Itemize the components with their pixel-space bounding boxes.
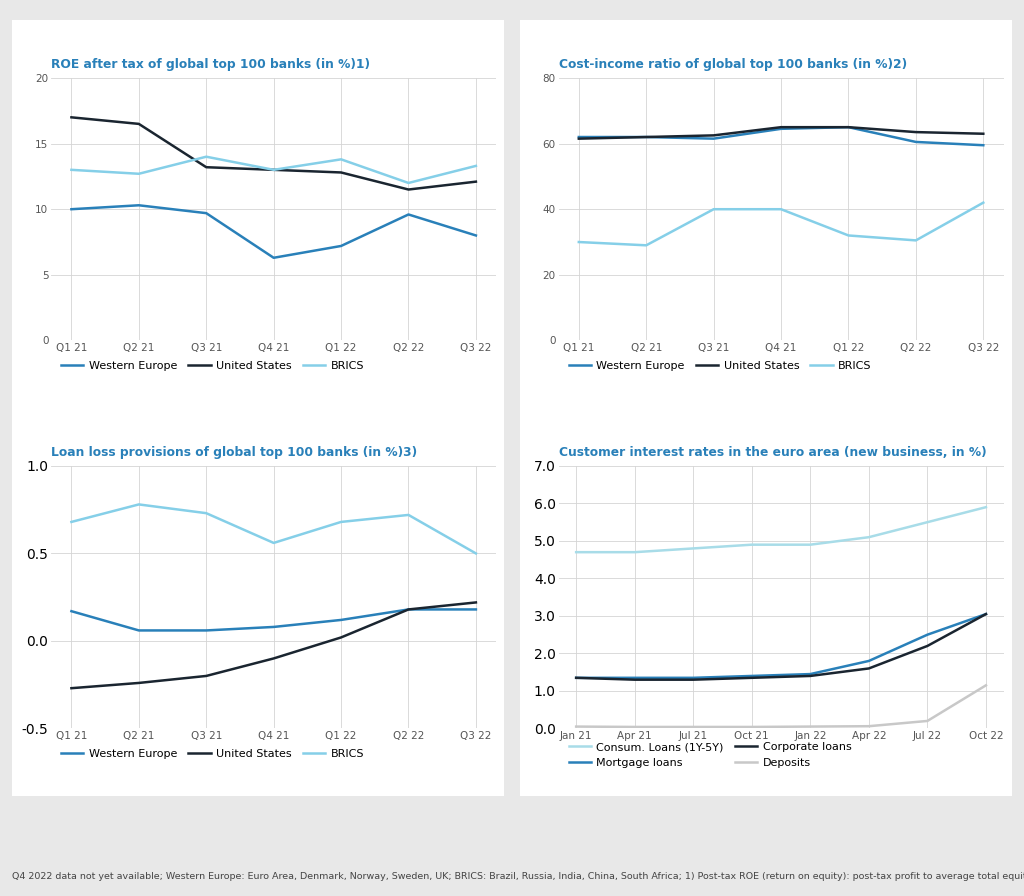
Text: ROE after tax of global top 100 banks (in %)1): ROE after tax of global top 100 banks (i… [51,57,371,71]
Legend: Western Europe, United States, BRICS: Western Europe, United States, BRICS [56,745,369,763]
Legend: Consum. Loans (1Y-5Y), Mortgage loans, Corporate loans, Deposits: Consum. Loans (1Y-5Y), Mortgage loans, C… [564,737,856,772]
Text: Cost-income ratio of global top 100 banks (in %)2): Cost-income ratio of global top 100 bank… [559,57,906,71]
Text: Q4 2022 data not yet available; Western Europe: Euro Area, Denmark, Norway, Swed: Q4 2022 data not yet available; Western … [12,872,1024,881]
Text: Customer interest rates in the euro area (new business, in %): Customer interest rates in the euro area… [559,445,986,459]
Legend: Western Europe, United States, BRICS: Western Europe, United States, BRICS [564,357,877,375]
Legend: Western Europe, United States, BRICS: Western Europe, United States, BRICS [56,357,369,375]
Text: Loan loss provisions of global top 100 banks (in %)3): Loan loss provisions of global top 100 b… [51,445,418,459]
